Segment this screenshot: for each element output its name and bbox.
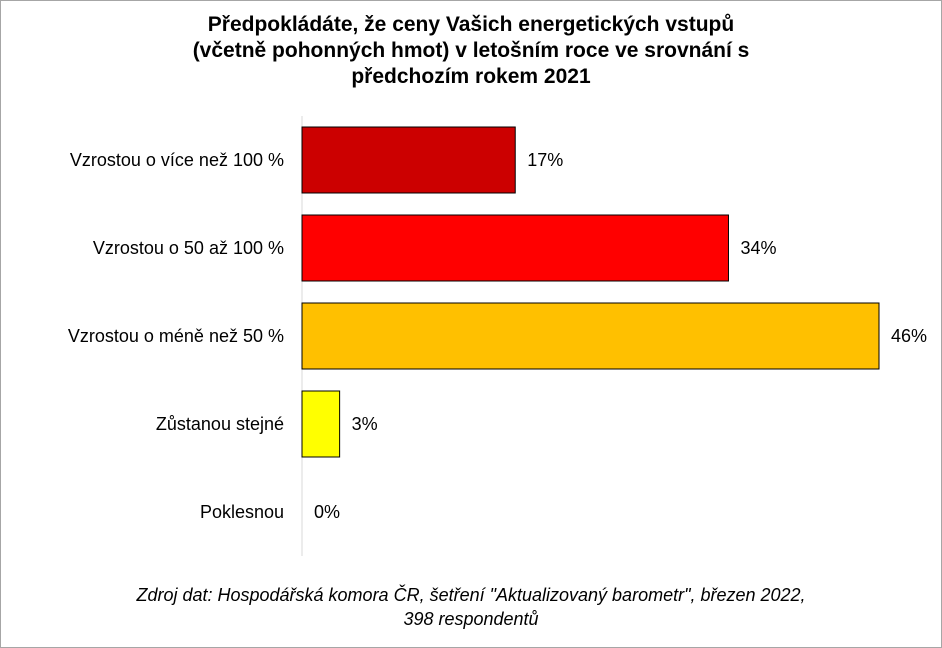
- bar: [301, 214, 729, 282]
- category-label: Vzrostou o méně než 50 %: [68, 326, 284, 346]
- data-label: 0%: [314, 502, 340, 522]
- chart-title-line-1: Předpokládáte, že ceny Vašich energetick…: [207, 13, 735, 36]
- data-label: 46%: [891, 326, 927, 346]
- source-line-1: Zdroj dat: Hospodářská komora ČR, šetřen…: [136, 585, 806, 605]
- data-label: 34%: [740, 238, 776, 258]
- bar: [301, 390, 341, 458]
- data-label: 17%: [527, 150, 563, 170]
- category-label: Vzrostou o více než 100 %: [70, 150, 284, 170]
- source-line-2: 398 respondentů: [403, 609, 539, 629]
- bar: [301, 126, 516, 194]
- chart-title-line-2: (včetně pohonných hmot) v letošním roce …: [192, 39, 750, 62]
- category-label: Zůstanou stejné: [156, 414, 284, 434]
- bar: [301, 302, 880, 370]
- chart-title: Předpokládáte, že ceny Vašich energetick…: [40, 12, 902, 90]
- category-label: Poklesnou: [200, 502, 284, 522]
- chart-title-line-3: předchozím rokem 2021: [351, 65, 591, 88]
- category-label: Vzrostou o 50 až 100 %: [93, 238, 284, 258]
- data-label: 3%: [352, 414, 378, 434]
- source-note: Zdroj dat: Hospodářská komora ČR, šetřen…: [40, 583, 902, 631]
